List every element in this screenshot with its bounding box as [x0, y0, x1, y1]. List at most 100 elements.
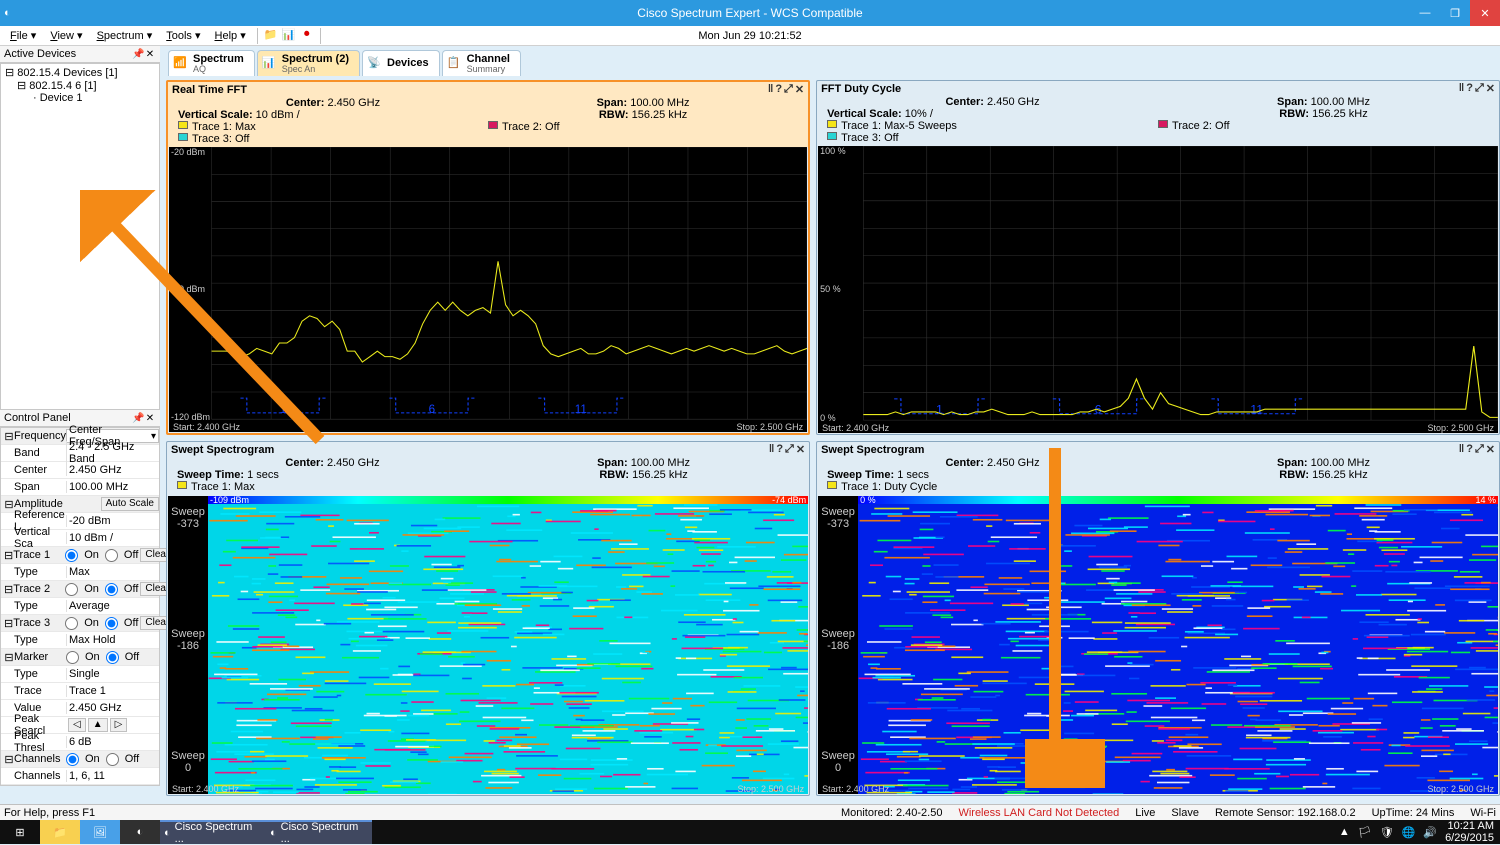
- marker-off[interactable]: [106, 651, 119, 664]
- taskbar-app-1[interactable]: ◐Cisco Spectrum ...: [160, 820, 266, 844]
- close-icon[interactable]: ✕: [1486, 82, 1495, 95]
- pause-icon[interactable]: ‖: [768, 83, 773, 96]
- app-icon[interactable]: ◐: [120, 820, 160, 844]
- close-icon[interactable]: ✕: [1486, 443, 1495, 456]
- tree-leaf-1[interactable]: · Device 1: [5, 92, 155, 104]
- menu-help[interactable]: Help ▾: [209, 28, 252, 43]
- taskbar: ⊞ 📁 🖼 ◐ ◐Cisco Spectrum ... ◐Cisco Spect…: [0, 820, 1500, 844]
- uptime-text: UpTime: 24 Mins: [1372, 807, 1455, 819]
- expand-icon[interactable]: ⤢: [1475, 443, 1484, 456]
- cp-trace2-row: ⊟Trace 2OnOffClear: [1, 581, 159, 598]
- start-button[interactable]: ⊞: [0, 820, 40, 844]
- close-button[interactable]: ✕: [1470, 0, 1500, 26]
- cp-trace3-row: ⊟Trace 3OnOffClear: [1, 615, 159, 632]
- date-label: Mon Jun 29 10:21:52: [698, 30, 801, 42]
- maximize-button[interactable]: ❐: [1440, 0, 1470, 26]
- minimize-button[interactable]: —: [1410, 0, 1440, 26]
- tree-root[interactable]: ⊟ 802.15.4 Devices [1]: [5, 66, 155, 79]
- trace2-on[interactable]: [65, 583, 78, 596]
- spectrum-icon: 📊: [262, 56, 278, 72]
- duty-plot[interactable]: 1611 100 % 50 % 0 % Start: 2.400 GHz Sto…: [818, 146, 1498, 433]
- cp-span-row: Span100.00 MHz: [1, 479, 159, 496]
- system-tray[interactable]: ▲ 🏳 🛡 🌐 🔊 10:21 AM6/29/2015: [1339, 820, 1500, 844]
- menu-file[interactable]: File ▾: [4, 28, 42, 43]
- trace3-on[interactable]: [65, 617, 78, 630]
- help-icon[interactable]: ?: [1466, 443, 1473, 456]
- explorer-icon[interactable]: 📁: [40, 820, 80, 844]
- tray-icon[interactable]: ▲: [1339, 826, 1350, 838]
- menu-view[interactable]: View ▾: [44, 28, 88, 43]
- y-label-bot: -120 dBm: [171, 412, 210, 422]
- spectrogram-plot[interactable]: 0 %14 % Sweep -373 Sweep -186 Sweep 0 St…: [818, 496, 1498, 795]
- fft-plot[interactable]: 1611 -20 dBm -70 dBm -120 dBm Start: 2.4…: [169, 147, 807, 432]
- sensor-text: Remote Sensor: 192.168.0.2: [1215, 807, 1356, 819]
- tab-spectrum-aq[interactable]: 📶SpectrumAQ: [168, 50, 255, 76]
- toolbar-icon-1[interactable]: 📁: [263, 28, 279, 44]
- channels-on[interactable]: [66, 753, 79, 766]
- menu-tools[interactable]: Tools ▾: [160, 28, 206, 43]
- expand-icon[interactable]: ⤢: [785, 443, 794, 456]
- toolbar-icon-record[interactable]: ⏺: [299, 28, 315, 44]
- help-icon[interactable]: ?: [1466, 82, 1473, 95]
- photos-icon[interactable]: 🖼: [80, 820, 120, 844]
- autoscale-button[interactable]: Auto Scale: [101, 497, 159, 511]
- menu-spectrum[interactable]: Spectrum ▾: [91, 28, 159, 43]
- tab-channel-summary[interactable]: 📋ChannelSummary: [442, 50, 521, 76]
- taskbar-app-2[interactable]: ◐Cisco Spectrum ...: [266, 820, 372, 844]
- close-icon[interactable]: ✕: [796, 443, 805, 456]
- tray-icon[interactable]: 🏳: [1358, 826, 1372, 839]
- marker-on[interactable]: [66, 651, 79, 664]
- control-panel: ⊟FrequencyCenter Freq/Span▾ Band2.4 - 2.…: [0, 427, 160, 786]
- tab-spectrum-specan[interactable]: 📊Spectrum (2)Spec An: [257, 50, 360, 76]
- spectrogram-plot[interactable]: -109 dBm-74 dBm Sweep -373 Sweep -186 Sw…: [168, 496, 808, 795]
- trace2-off[interactable]: [105, 583, 118, 596]
- device-tree[interactable]: ⊟ 802.15.4 Devices [1] ⊟ 802.15.4 6 [1] …: [0, 63, 160, 410]
- svg-text:6: 6: [429, 403, 436, 416]
- tree-child-1[interactable]: ⊟ 802.15.4 6 [1]: [5, 79, 155, 92]
- close-icon[interactable]: ✕: [795, 83, 804, 96]
- trace3-off[interactable]: [105, 617, 118, 630]
- chart-realtime-fft: Real Time FFT‖?⤢✕ Center: 2.450 GHz Span…: [166, 80, 810, 435]
- active-devices-header: Active Devices 📌 ✕: [0, 46, 160, 63]
- cp-type1-row: TypeMax: [1, 564, 159, 581]
- tray-icon[interactable]: 🔊: [1423, 826, 1437, 839]
- expand-icon[interactable]: ⤢: [784, 83, 793, 96]
- pause-icon[interactable]: ‖: [1459, 82, 1464, 95]
- cp-mtrace-row: TraceTrace 1: [1, 683, 159, 700]
- toolbar-icon-2[interactable]: 📊: [281, 28, 297, 44]
- monitored-text: Monitored: 2.40-2.50: [841, 807, 943, 819]
- sweep-label: Sweep -373: [168, 506, 208, 530]
- tab-devices[interactable]: 📡Devices: [362, 50, 440, 76]
- channels-off[interactable]: [106, 753, 119, 766]
- app-icon: ◐: [4, 7, 11, 19]
- channel-icon: 📋: [447, 56, 463, 72]
- expand-icon[interactable]: ⤢: [1475, 82, 1484, 95]
- close-panel-icon[interactable]: ✕: [144, 413, 156, 424]
- pin-icon[interactable]: 📌: [132, 413, 144, 424]
- cp-marker-row: ⊟MarkerOnOff: [1, 649, 159, 666]
- pin-icon[interactable]: 📌: [132, 49, 144, 60]
- svg-text:11: 11: [575, 403, 587, 416]
- chart-spectrogram-left: Swept Spectrogram‖?⤢✕ Center: 2.450 GHz …: [166, 441, 810, 796]
- sweep-label: Sweep 0: [168, 750, 208, 774]
- cp-center-row: Center2.450 GHz: [1, 462, 159, 479]
- trace1-off[interactable]: [105, 549, 118, 562]
- trace1-on[interactable]: [65, 549, 78, 562]
- cp-mtype-row: TypeSingle: [1, 666, 159, 683]
- pause-icon[interactable]: ‖: [1459, 443, 1464, 456]
- close-panel-icon[interactable]: ✕: [144, 49, 156, 60]
- live-text: Live: [1135, 807, 1155, 819]
- help-icon[interactable]: ?: [776, 443, 783, 456]
- menu-bar: File ▾ View ▾ Spectrum ▾ Tools ▾ Help ▾ …: [0, 26, 1500, 46]
- slave-text: Slave: [1171, 807, 1199, 819]
- tray-icon[interactable]: 🛡: [1380, 826, 1394, 839]
- tray-icon[interactable]: 🌐: [1402, 826, 1416, 839]
- stop-label: Stop: 2.500 GHz: [733, 422, 808, 432]
- start-label: Start: 2.400 GHz: [169, 422, 244, 432]
- cp-trace1-row: ⊟Trace 1OnOffClear: [1, 547, 159, 564]
- help-icon[interactable]: ?: [775, 83, 782, 96]
- cp-vscale-row: Vertical Sca10 dBm /: [1, 530, 159, 547]
- pause-icon[interactable]: ‖: [769, 443, 774, 456]
- svg-text:1: 1: [280, 403, 287, 416]
- sweep-label: Sweep -186: [818, 628, 858, 652]
